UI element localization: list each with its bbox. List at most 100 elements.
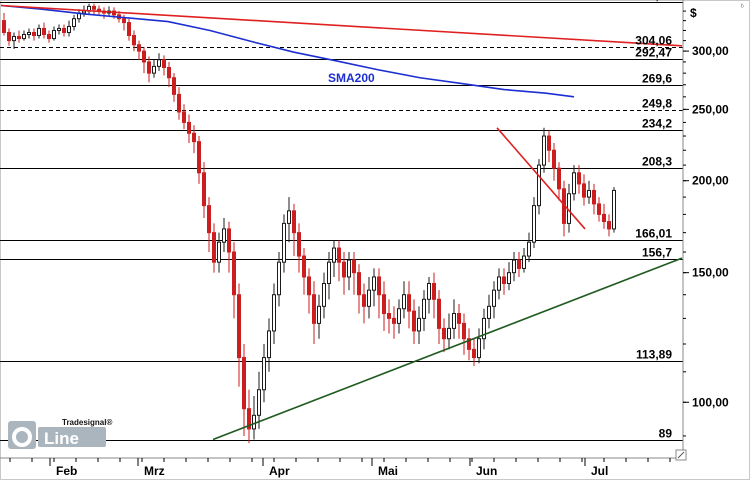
candle [307, 268, 311, 314]
candle [47, 30, 51, 43]
trendline-support [212, 257, 683, 441]
candle [497, 268, 501, 300]
candle [472, 338, 476, 367]
candle [587, 180, 591, 204]
candle [382, 281, 386, 331]
candle [367, 276, 371, 319]
candle [442, 318, 446, 353]
candle [327, 252, 331, 300]
candle [72, 14, 76, 31]
candle [537, 159, 541, 215]
candle [227, 221, 231, 273]
candle [482, 308, 486, 350]
candle [17, 30, 21, 43]
level-label: 234,2 [642, 117, 672, 131]
candle [572, 165, 576, 201]
candle [262, 343, 266, 403]
candle [412, 299, 416, 344]
trendline-resistance-long [0, 4, 683, 47]
candle [67, 20, 71, 37]
sma200-line [0, 4, 575, 98]
overlay-lines: SMA200 [0, 4, 683, 441]
svg-text:Tradesignal®: Tradesignal® [62, 418, 112, 427]
candle [172, 73, 176, 102]
candle [322, 272, 326, 319]
candle [257, 371, 261, 429]
candle [32, 28, 36, 41]
candle [487, 294, 491, 329]
candle [237, 283, 241, 387]
currency-label: $ [690, 6, 697, 20]
candle [407, 281, 411, 329]
candle [427, 276, 431, 314]
candle [12, 32, 16, 49]
level-label: 349,95 [635, 0, 672, 3]
sma200-label: SMA200 [328, 71, 375, 85]
y-tick-label: 100,00 [692, 395, 729, 409]
level-label: 166,01 [635, 227, 672, 241]
candle [272, 283, 276, 344]
candle [37, 24, 41, 39]
candle [582, 174, 586, 206]
candle [132, 30, 136, 52]
candle [522, 248, 526, 273]
candle [542, 127, 546, 173]
candle [577, 165, 581, 194]
candle [417, 306, 421, 344]
resize-grip[interactable] [675, 449, 687, 461]
candle [347, 252, 351, 291]
tradesignal-logo: Line Tradesignal® [8, 418, 112, 449]
candle [387, 299, 391, 334]
level-label: 249,8 [642, 97, 672, 111]
candle [352, 252, 356, 295]
candle [182, 104, 186, 130]
x-month-label: Mrz [144, 464, 165, 478]
candle [232, 242, 236, 319]
candle [392, 306, 396, 339]
candle [332, 240, 336, 277]
candle [467, 328, 471, 361]
candle [187, 114, 191, 144]
level-label: 156,7 [642, 246, 672, 260]
candle [42, 22, 46, 39]
candle [137, 40, 141, 60]
candle [202, 162, 206, 218]
level-label: 304,06 [635, 34, 672, 48]
level-label: 292,47 [635, 46, 672, 60]
candle [247, 389, 251, 444]
candle [162, 55, 166, 76]
candle [462, 313, 466, 355]
horizontal-levels [0, 2, 683, 441]
candle [217, 232, 221, 273]
candle [222, 217, 226, 253]
candle [177, 87, 181, 120]
candle [607, 214, 611, 237]
candle [452, 299, 456, 339]
trendline-resistance-short [496, 127, 586, 230]
candle [447, 313, 451, 350]
candle [7, 28, 11, 46]
corner-mark: ᵇ [741, 4, 744, 11]
candle [62, 24, 66, 37]
candle [362, 283, 366, 324]
candle [157, 53, 161, 71]
svg-text:Line: Line [44, 429, 79, 448]
level-label: 89 [659, 427, 673, 441]
candle [287, 197, 291, 243]
candle [532, 197, 536, 249]
candle [282, 214, 286, 273]
candle [507, 262, 511, 291]
candle [602, 203, 606, 229]
candle [547, 130, 551, 163]
x-month-label: Jul [591, 464, 608, 478]
y-axis-ticks: 300,00 250,00 200,00 150,00 100,00 [683, 10, 729, 437]
candle [57, 24, 61, 35]
level-label: 113,89 [636, 348, 672, 362]
candle [597, 197, 601, 222]
candle [342, 252, 346, 295]
candle [192, 125, 196, 154]
candle [52, 26, 56, 41]
y-tick-label: 150,00 [692, 266, 729, 280]
